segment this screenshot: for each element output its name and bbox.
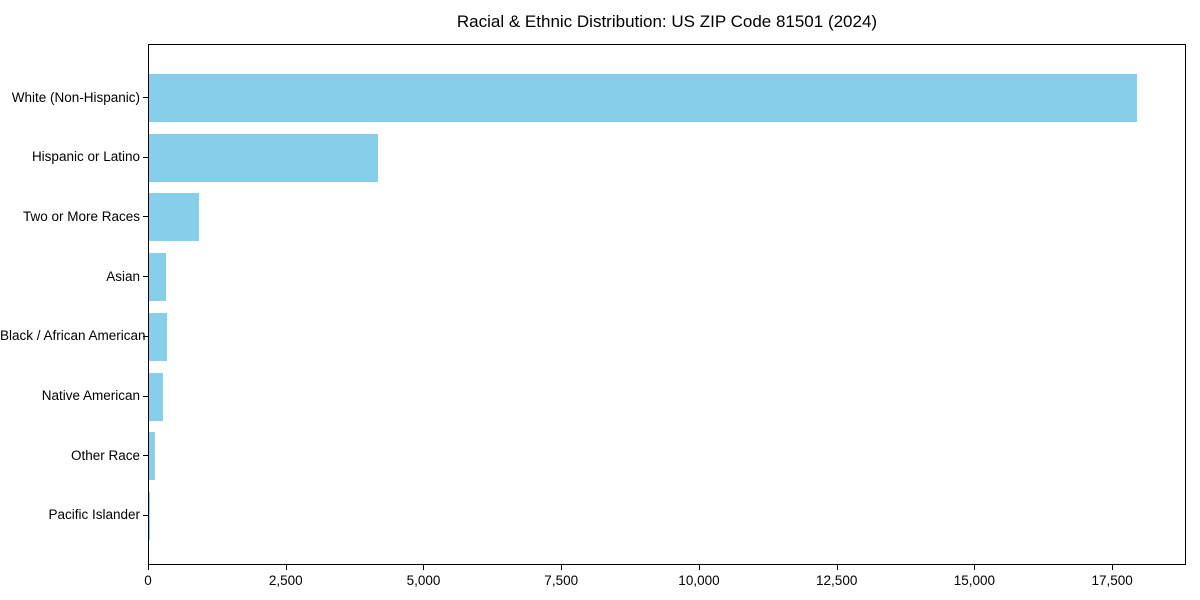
x-tick-label-0: 0 [144,573,152,588]
y-tick-mark [143,156,148,158]
x-tick-mark [974,565,976,570]
y-tick-mark [143,335,148,337]
x-tick-label-10-000: 10,000 [678,573,720,588]
y-tick-label-pacific-islander: Pacific Islander [48,507,140,523]
y-tick-mark [143,514,148,516]
bar-white-non-hispanic [149,74,1138,122]
y-tick-label-two-or-more-races: Two or More Races [22,208,140,224]
plot-area [148,44,1186,565]
y-tick-label-hispanic-or-latino: Hispanic or Latino [31,149,140,165]
bar-two-or-more-races [149,193,200,242]
bar-black-african-american [149,312,167,361]
y-tick-label-white-non-hispanic: White (Non-Hispanic) [11,89,140,105]
y-tick-label-asian: Asian [106,268,140,284]
x-tick-label-2-500: 2,500 [268,573,303,588]
bar-pacific-islander [149,491,150,540]
bar-asian [149,253,167,302]
x-tick-mark [148,565,149,570]
x-tick-label-7-500: 7,500 [544,573,579,588]
y-tick-label-black-african-american: Black / African American [0,328,146,344]
chart-title: Racial & Ethnic Distribution: US ZIP Cod… [456,12,878,31]
bar-other-race [149,432,156,481]
y-tick-mark [143,455,148,457]
x-tick-label-15-000: 15,000 [953,573,996,588]
x-tick-label-17-500: 17,500 [1091,573,1133,588]
x-tick-label-12-500: 12,500 [816,573,858,588]
x-tick-label-5-000: 5,000 [406,573,441,588]
y-tick-mark [143,276,148,278]
x-tick-mark [1112,565,1114,570]
y-tick-mark [143,97,148,98]
y-tick-mark [143,216,148,218]
bar-hispanic-or-latino [149,133,379,182]
x-tick-mark [561,565,563,570]
bar-native-american [149,372,164,421]
y-tick-label-native-american: Native American [41,388,140,404]
y-tick-mark [143,395,148,397]
x-tick-mark [836,565,838,570]
y-tick-label-other-race: Other Race [70,447,140,463]
x-tick-mark [423,565,425,570]
x-tick-mark [285,565,287,570]
x-tick-mark [698,565,700,570]
